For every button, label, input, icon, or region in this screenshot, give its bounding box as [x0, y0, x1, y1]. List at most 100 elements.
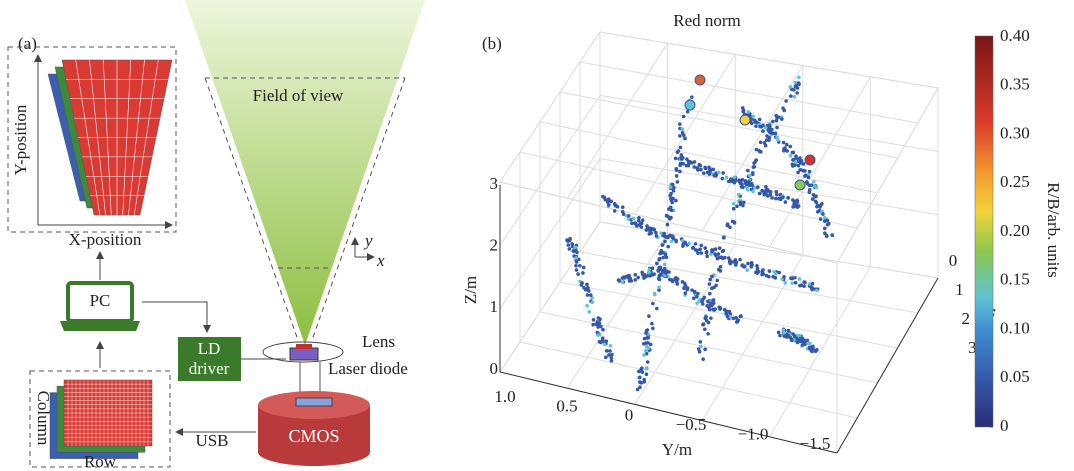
- point: [582, 286, 586, 290]
- tick-label: 0.05: [1000, 367, 1030, 386]
- grid-line: [600, 32, 938, 88]
- point: [644, 349, 648, 353]
- point: [702, 171, 706, 175]
- point: [696, 168, 700, 172]
- point: [681, 162, 685, 166]
- point: [683, 137, 687, 141]
- grid-line: [837, 88, 938, 263]
- point: [651, 266, 655, 270]
- point: [788, 85, 792, 89]
- point: [775, 126, 779, 130]
- tick-label: 1: [490, 297, 499, 316]
- point: [750, 121, 754, 125]
- point: [651, 302, 655, 306]
- point: [655, 307, 659, 311]
- tick-label: 0: [1000, 416, 1009, 435]
- point: [650, 322, 654, 326]
- point: [797, 76, 801, 80]
- point: [792, 88, 796, 92]
- point: [638, 376, 642, 380]
- colorbar: [975, 36, 993, 427]
- point: [732, 202, 736, 206]
- point: [608, 349, 612, 353]
- point: [680, 157, 684, 161]
- point: [627, 217, 631, 221]
- point: [666, 245, 670, 249]
- point: [762, 272, 766, 276]
- pc-label: PC: [90, 291, 111, 310]
- point: [742, 201, 746, 205]
- point: [753, 118, 757, 122]
- point: [707, 172, 711, 176]
- point: [800, 337, 804, 341]
- point: [764, 192, 768, 196]
- grid-line: [770, 77, 871, 247]
- grid-line: [500, 32, 600, 182]
- point: [666, 235, 670, 239]
- point: [613, 209, 617, 213]
- point: [658, 252, 662, 256]
- point: [578, 264, 582, 268]
- point: [798, 168, 802, 172]
- point: [581, 271, 585, 275]
- tick-label: 0.40: [1000, 26, 1030, 45]
- tick-label: 2: [490, 236, 499, 255]
- point: [745, 268, 749, 272]
- point: [740, 185, 744, 189]
- point: [708, 278, 712, 282]
- point: [734, 179, 738, 183]
- point: [693, 290, 697, 294]
- point: [642, 378, 646, 382]
- tick-label: 0.35: [1000, 75, 1030, 94]
- point: [712, 168, 716, 172]
- point: [682, 115, 686, 119]
- point: [646, 328, 650, 332]
- point: [777, 271, 781, 275]
- point: [703, 246, 707, 250]
- point: [734, 263, 738, 267]
- fov-label: Field of view: [253, 86, 344, 105]
- x-position-label: X-position: [69, 230, 142, 249]
- point: [746, 110, 750, 114]
- point: [644, 367, 648, 371]
- point: [746, 262, 750, 266]
- point: [790, 338, 794, 342]
- point: [718, 307, 722, 311]
- point: [787, 334, 791, 338]
- point: [652, 228, 656, 232]
- point: [792, 95, 796, 99]
- point: [775, 116, 779, 120]
- point: [807, 176, 811, 180]
- point: [678, 134, 682, 138]
- point: [741, 204, 745, 208]
- point: [639, 368, 643, 372]
- grid-line: [567, 233, 667, 388]
- point: [661, 243, 665, 247]
- point: [795, 180, 805, 190]
- point: [655, 234, 659, 238]
- point: [758, 192, 762, 196]
- point: [778, 196, 782, 200]
- point: [648, 229, 652, 233]
- point: [678, 170, 682, 174]
- tick-label: 0.25: [1000, 172, 1030, 191]
- point: [808, 170, 812, 174]
- point: [708, 282, 712, 286]
- point: [741, 178, 745, 182]
- point: [601, 195, 605, 199]
- point: [795, 200, 799, 204]
- point: [797, 82, 801, 86]
- point: [761, 129, 765, 133]
- tick-label: −1.5: [800, 434, 831, 453]
- tick-label: 0.30: [1000, 123, 1030, 142]
- point: [647, 346, 651, 350]
- point: [685, 164, 689, 168]
- point: [651, 327, 655, 331]
- panel-label: (a): [18, 34, 37, 53]
- point: [764, 185, 768, 189]
- point: [657, 286, 661, 290]
- field-cone: [185, 0, 425, 345]
- tick-label: 0.10: [1000, 318, 1030, 337]
- point: [701, 357, 705, 361]
- point: [656, 269, 660, 273]
